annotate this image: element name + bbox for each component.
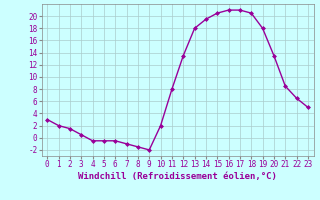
X-axis label: Windchill (Refroidissement éolien,°C): Windchill (Refroidissement éolien,°C) xyxy=(78,172,277,181)
